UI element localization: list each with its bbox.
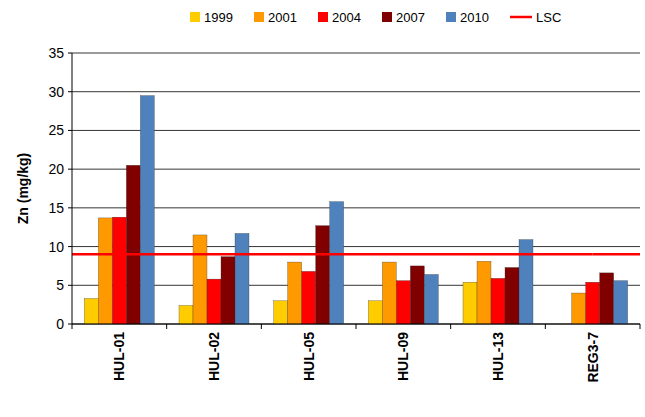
tick-label: 35 [48,45,64,61]
bar [463,282,477,324]
tick-label: 20 [48,161,64,177]
legend-label: 1999 [204,10,233,25]
bar [179,305,193,324]
tick-label: 10 [48,239,64,255]
tick-mark [68,246,72,247]
bar [519,240,533,324]
tick-label: 5 [56,277,64,293]
legend-label: LSC [536,10,561,25]
legend-swatch [510,16,532,19]
grid-line [72,169,640,170]
tick-mark [68,53,72,54]
legend-swatch [190,12,200,22]
bar [288,262,302,324]
bar [98,218,112,324]
tick-label: 0 [56,316,64,332]
bar [424,274,438,324]
bar [207,279,221,324]
grid-line [72,53,640,54]
bar [302,271,316,324]
chart: 0 5 10 15 20 25 30 35 Zn (mg/kg) HUL-01 HUL-02 HUL-… [0,0,645,417]
category-divider [545,324,546,329]
reference-line [119,253,592,256]
legend: 1999 2001 2004 2007 2010 LSC [190,10,561,25]
bar [126,165,140,324]
category-divider [640,324,641,329]
axis-label: Zn (mg/kg) [15,153,31,225]
category-divider [261,324,262,329]
tick-mark [68,130,72,131]
plot-area [72,96,640,324]
bar [600,273,614,324]
bar [491,278,505,324]
bar [505,267,519,324]
bar [316,226,330,324]
tick-label: 15 [48,200,64,216]
bar [193,235,207,324]
tick-mark [68,169,72,170]
category-divider [72,324,73,329]
category-divider [166,324,167,329]
bar [382,262,396,324]
tick-mark [68,285,72,286]
bar [112,217,126,324]
category-label: HUL-09 [395,332,411,381]
reference-line-extension [72,253,119,256]
bar [368,301,382,324]
bar [586,282,600,324]
category-label: REG3-7 [585,332,601,383]
legend-swatch [318,12,328,22]
tick-mark [68,91,72,92]
category-label: HUL-05 [301,332,317,381]
category-label: HUL-01 [111,332,127,381]
bar [221,257,235,324]
reference-line-extension [593,253,640,256]
bar [410,266,424,324]
bar [572,293,586,324]
grid-line [72,130,640,131]
bar [330,202,344,324]
tick-mark [68,324,72,325]
bar [235,233,249,324]
grid-line [72,285,640,286]
bar [84,298,98,324]
category-label: HUL-13 [490,332,506,381]
bar [477,261,491,324]
legend-label: 2001 [268,10,297,25]
tick-label: 30 [48,84,64,100]
tick-mark [68,207,72,208]
tick-label: 25 [48,122,64,138]
grid-line [72,91,640,92]
bar [274,301,288,324]
bar [396,281,410,324]
category-divider [356,324,357,329]
y-axis [72,53,73,324]
grid-line [72,246,640,247]
bar [140,96,154,324]
grid-line [72,207,640,208]
bar [614,281,628,324]
legend-label: 2004 [332,10,361,25]
legend-swatch [382,12,392,22]
category-label: HUL-02 [206,332,222,381]
legend-swatch [254,12,264,22]
legend-label: 2010 [460,10,489,25]
legend-swatch [446,12,456,22]
legend-label: 2007 [396,10,425,25]
category-divider [450,324,451,329]
